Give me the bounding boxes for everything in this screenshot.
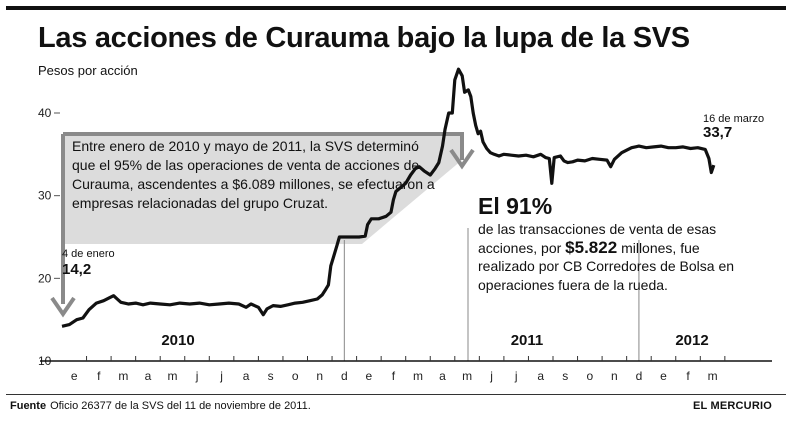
- x-tick-label: e: [660, 369, 667, 383]
- source-note: Fuente Oficio 26377 de la SVS del 11 de n…: [10, 400, 311, 412]
- x-tick-label: o: [292, 369, 299, 383]
- y-tick-label: 20: [38, 271, 52, 285]
- x-tick-label: m: [708, 369, 718, 383]
- year-label: 2011: [511, 332, 544, 349]
- start-value-label: 14,2: [62, 261, 92, 278]
- x-tick-label: a: [145, 369, 152, 383]
- end-date-label: 16 de marzo: [703, 113, 765, 125]
- arrow-down-icon: [449, 148, 475, 170]
- x-tick-label: f: [686, 369, 690, 383]
- year-label: 2012: [675, 332, 708, 349]
- source-label: Fuente: [10, 400, 47, 412]
- end-value-label: 33,7: [703, 124, 733, 141]
- start-date-label: 4 de enero: [62, 248, 115, 260]
- top-rule: [6, 6, 786, 10]
- series-line: [61, 67, 716, 328]
- x-tick-label: j: [219, 369, 223, 383]
- page-title: Las acciones de Curauma bajo la lupa de …: [38, 22, 690, 54]
- x-tick-label: j: [514, 369, 518, 383]
- annotation-box-text: Entre enero de 2010 y mayo de 2011, la S…: [72, 138, 435, 211]
- annotation-text-2-end: millones, fue realizado por CB Corredore…: [478, 239, 735, 293]
- x-tick-label: f: [392, 369, 396, 383]
- x-tick-label: m: [118, 369, 128, 383]
- x-tick-label: o: [586, 369, 593, 383]
- axis-unit-label: Pesos por acción: [38, 63, 138, 78]
- x-tick-label: m: [167, 369, 177, 383]
- x-tick-label: a: [439, 369, 446, 383]
- annotation-text-2: de las transacciones de venta de esas ac…: [478, 220, 748, 294]
- source-text: Oficio 26377 de la SVS del 11 de noviemb…: [50, 400, 311, 412]
- x-tick-label: s: [562, 369, 568, 383]
- x-tick-label: j: [195, 369, 199, 383]
- x-tick-label: a: [243, 369, 250, 383]
- x-tick-label: d: [636, 369, 643, 383]
- year-label: 2010: [161, 332, 194, 349]
- annotation-amount: $5.822: [565, 237, 618, 257]
- annotation-text-2-start: de las transacciones de venta de esas ac…: [478, 221, 717, 256]
- x-tick-label: s: [268, 369, 274, 383]
- bottom-rule: [6, 394, 786, 395]
- x-tick-label: f: [97, 369, 101, 383]
- x-tick-label: d: [341, 369, 348, 383]
- x-tick-label: n: [316, 369, 323, 383]
- x-tick-label: a: [537, 369, 544, 383]
- arrow-down-icon: [50, 296, 76, 318]
- y-tick-label: 30: [38, 189, 52, 203]
- publisher-brand: EL MERCURIO: [692, 400, 772, 412]
- x-tick-label: e: [71, 369, 78, 383]
- x-tick-label: n: [611, 369, 618, 383]
- x-tick-label: m: [462, 369, 472, 383]
- y-tick-label: 40: [38, 106, 52, 120]
- highlight-percentage: El 91%: [478, 193, 553, 219]
- annotation-box-bg: [63, 134, 462, 244]
- x-tick-label: m: [413, 369, 423, 383]
- annotation-bracket: [61, 132, 464, 304]
- x-tick-label: j: [489, 369, 493, 383]
- x-tick-label: e: [366, 369, 373, 383]
